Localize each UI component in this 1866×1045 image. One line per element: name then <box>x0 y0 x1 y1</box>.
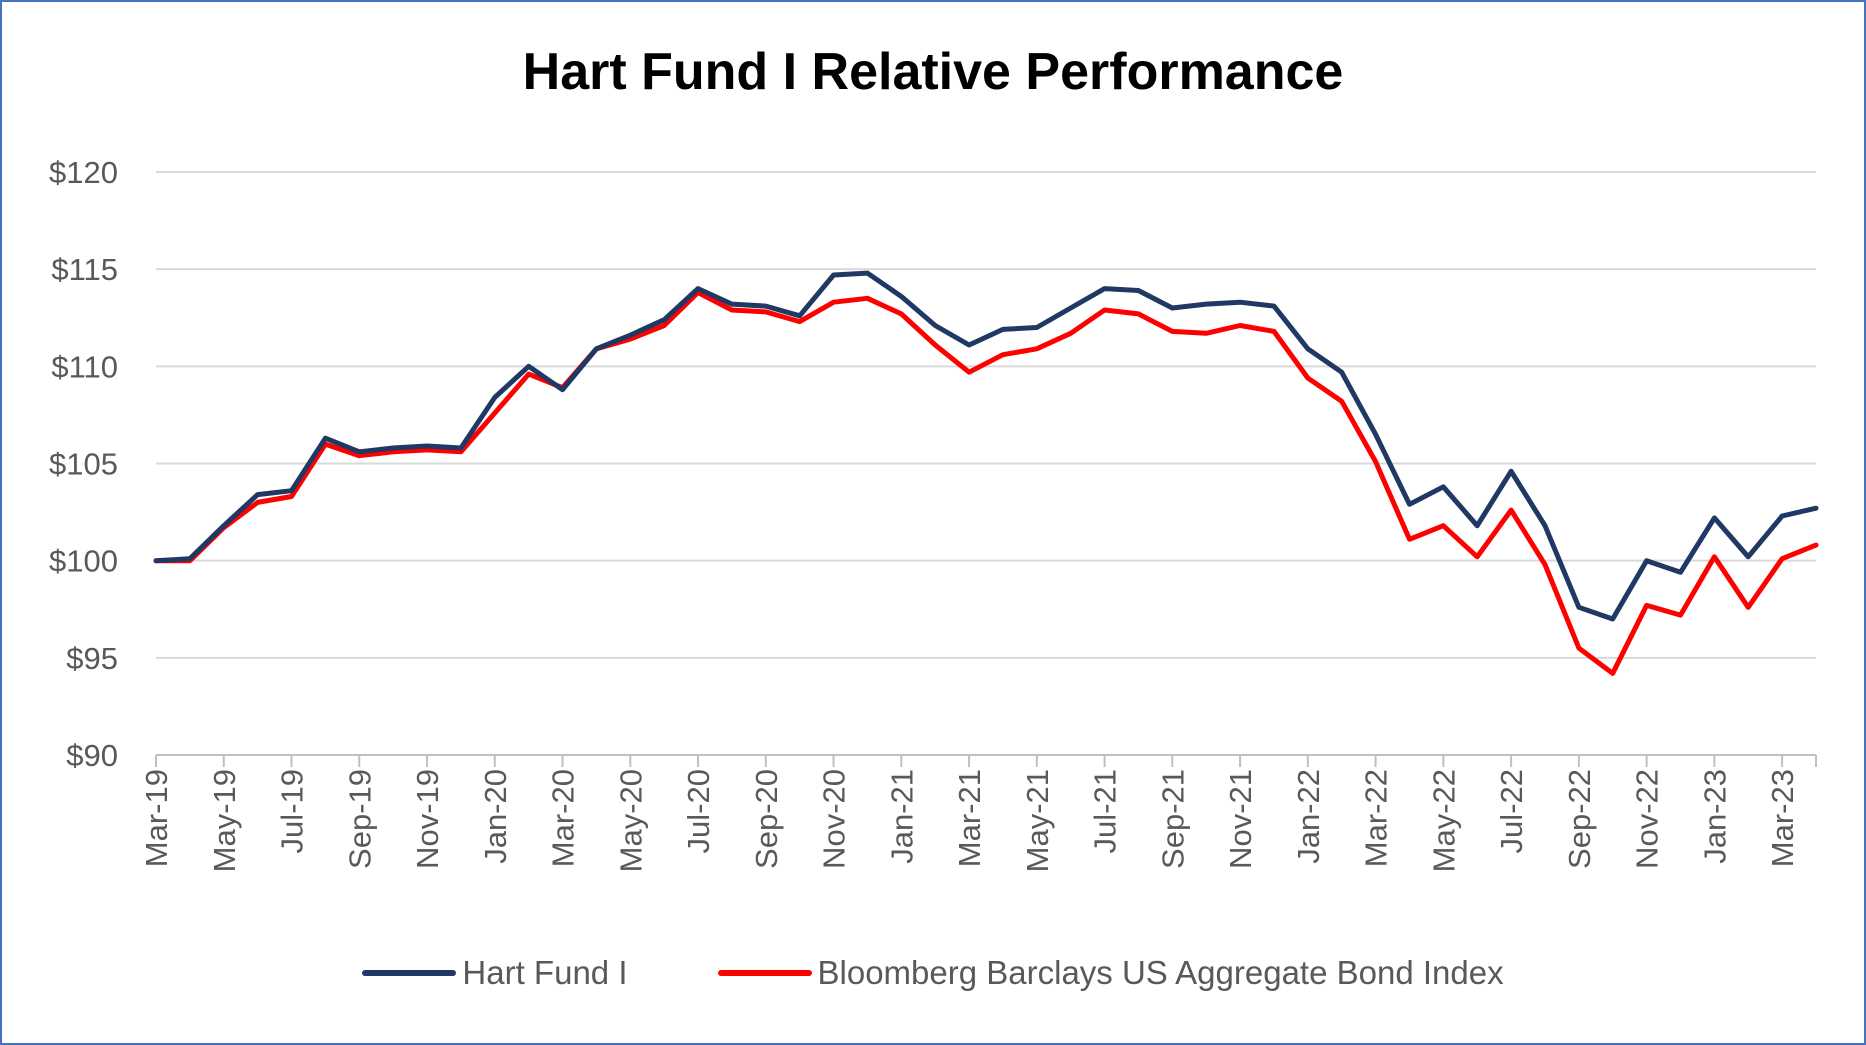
x-tick-label: Nov-21 <box>1223 769 1258 869</box>
x-tick-label: Sep-20 <box>749 769 784 869</box>
x-tick-label: May-22 <box>1426 769 1461 872</box>
x-tick-label: Jan-23 <box>1697 769 1732 864</box>
x-tick-label: Mar-21 <box>952 769 987 867</box>
y-tick-label: $90 <box>66 738 118 773</box>
x-tick-label: Mar-23 <box>1765 769 1800 867</box>
y-tick-label: $105 <box>49 447 118 482</box>
chart-title: Hart Fund I Relative Performance <box>522 43 1344 101</box>
x-tick-label: Jul-22 <box>1494 769 1529 853</box>
x-tick-label: Nov-19 <box>410 769 445 869</box>
legend-label-hart-fund: Hart Fund I <box>462 954 628 991</box>
legend: Hart Fund I Bloomberg Barclays US Aggreg… <box>2 954 1864 992</box>
x-tick-label: Mar-20 <box>546 769 581 867</box>
x-tick-label: Nov-22 <box>1630 769 1665 869</box>
series-line-hart-fund <box>153 270 1819 622</box>
y-tick-label: $120 <box>49 155 118 190</box>
x-tick-label: Jul-19 <box>275 769 310 853</box>
x-tick-label: Jul-20 <box>681 769 716 853</box>
x-tick-label: May-20 <box>613 769 648 872</box>
x-tick-label: Sep-21 <box>1155 769 1190 869</box>
x-tick-label: Jul-21 <box>1088 769 1123 853</box>
x-tick-label: Mar-22 <box>1359 769 1394 867</box>
x-tick-label: Jan-21 <box>884 769 919 864</box>
x-tick-label: May-21 <box>1020 769 1055 872</box>
y-tick-label: $95 <box>66 641 118 676</box>
y-tick-label: $115 <box>51 252 118 287</box>
x-tick-label: Sep-19 <box>342 769 377 869</box>
legend-swatch-hart-fund <box>362 970 457 976</box>
legend-item-bond-index: Bloomberg Barclays US Aggregate Bond Ind… <box>717 954 1504 992</box>
x-tick-label: Mar-19 <box>139 769 174 867</box>
series-line-bond-index <box>153 290 1819 676</box>
x-tick-label: Sep-22 <box>1562 769 1597 869</box>
x-tick-label: May-19 <box>207 769 242 872</box>
y-tick-label: $100 <box>49 544 118 579</box>
x-tick-label: Jan-20 <box>478 769 513 864</box>
legend-item-hart-fund: Hart Fund I <box>362 954 628 992</box>
legend-swatch-bond-index <box>717 970 812 976</box>
x-tick-label: Nov-20 <box>817 769 852 869</box>
y-tick-label: $110 <box>51 349 118 384</box>
x-tick-label: Jan-22 <box>1291 769 1326 864</box>
legend-label-bond-index: Bloomberg Barclays US Aggregate Bond Ind… <box>817 954 1504 991</box>
